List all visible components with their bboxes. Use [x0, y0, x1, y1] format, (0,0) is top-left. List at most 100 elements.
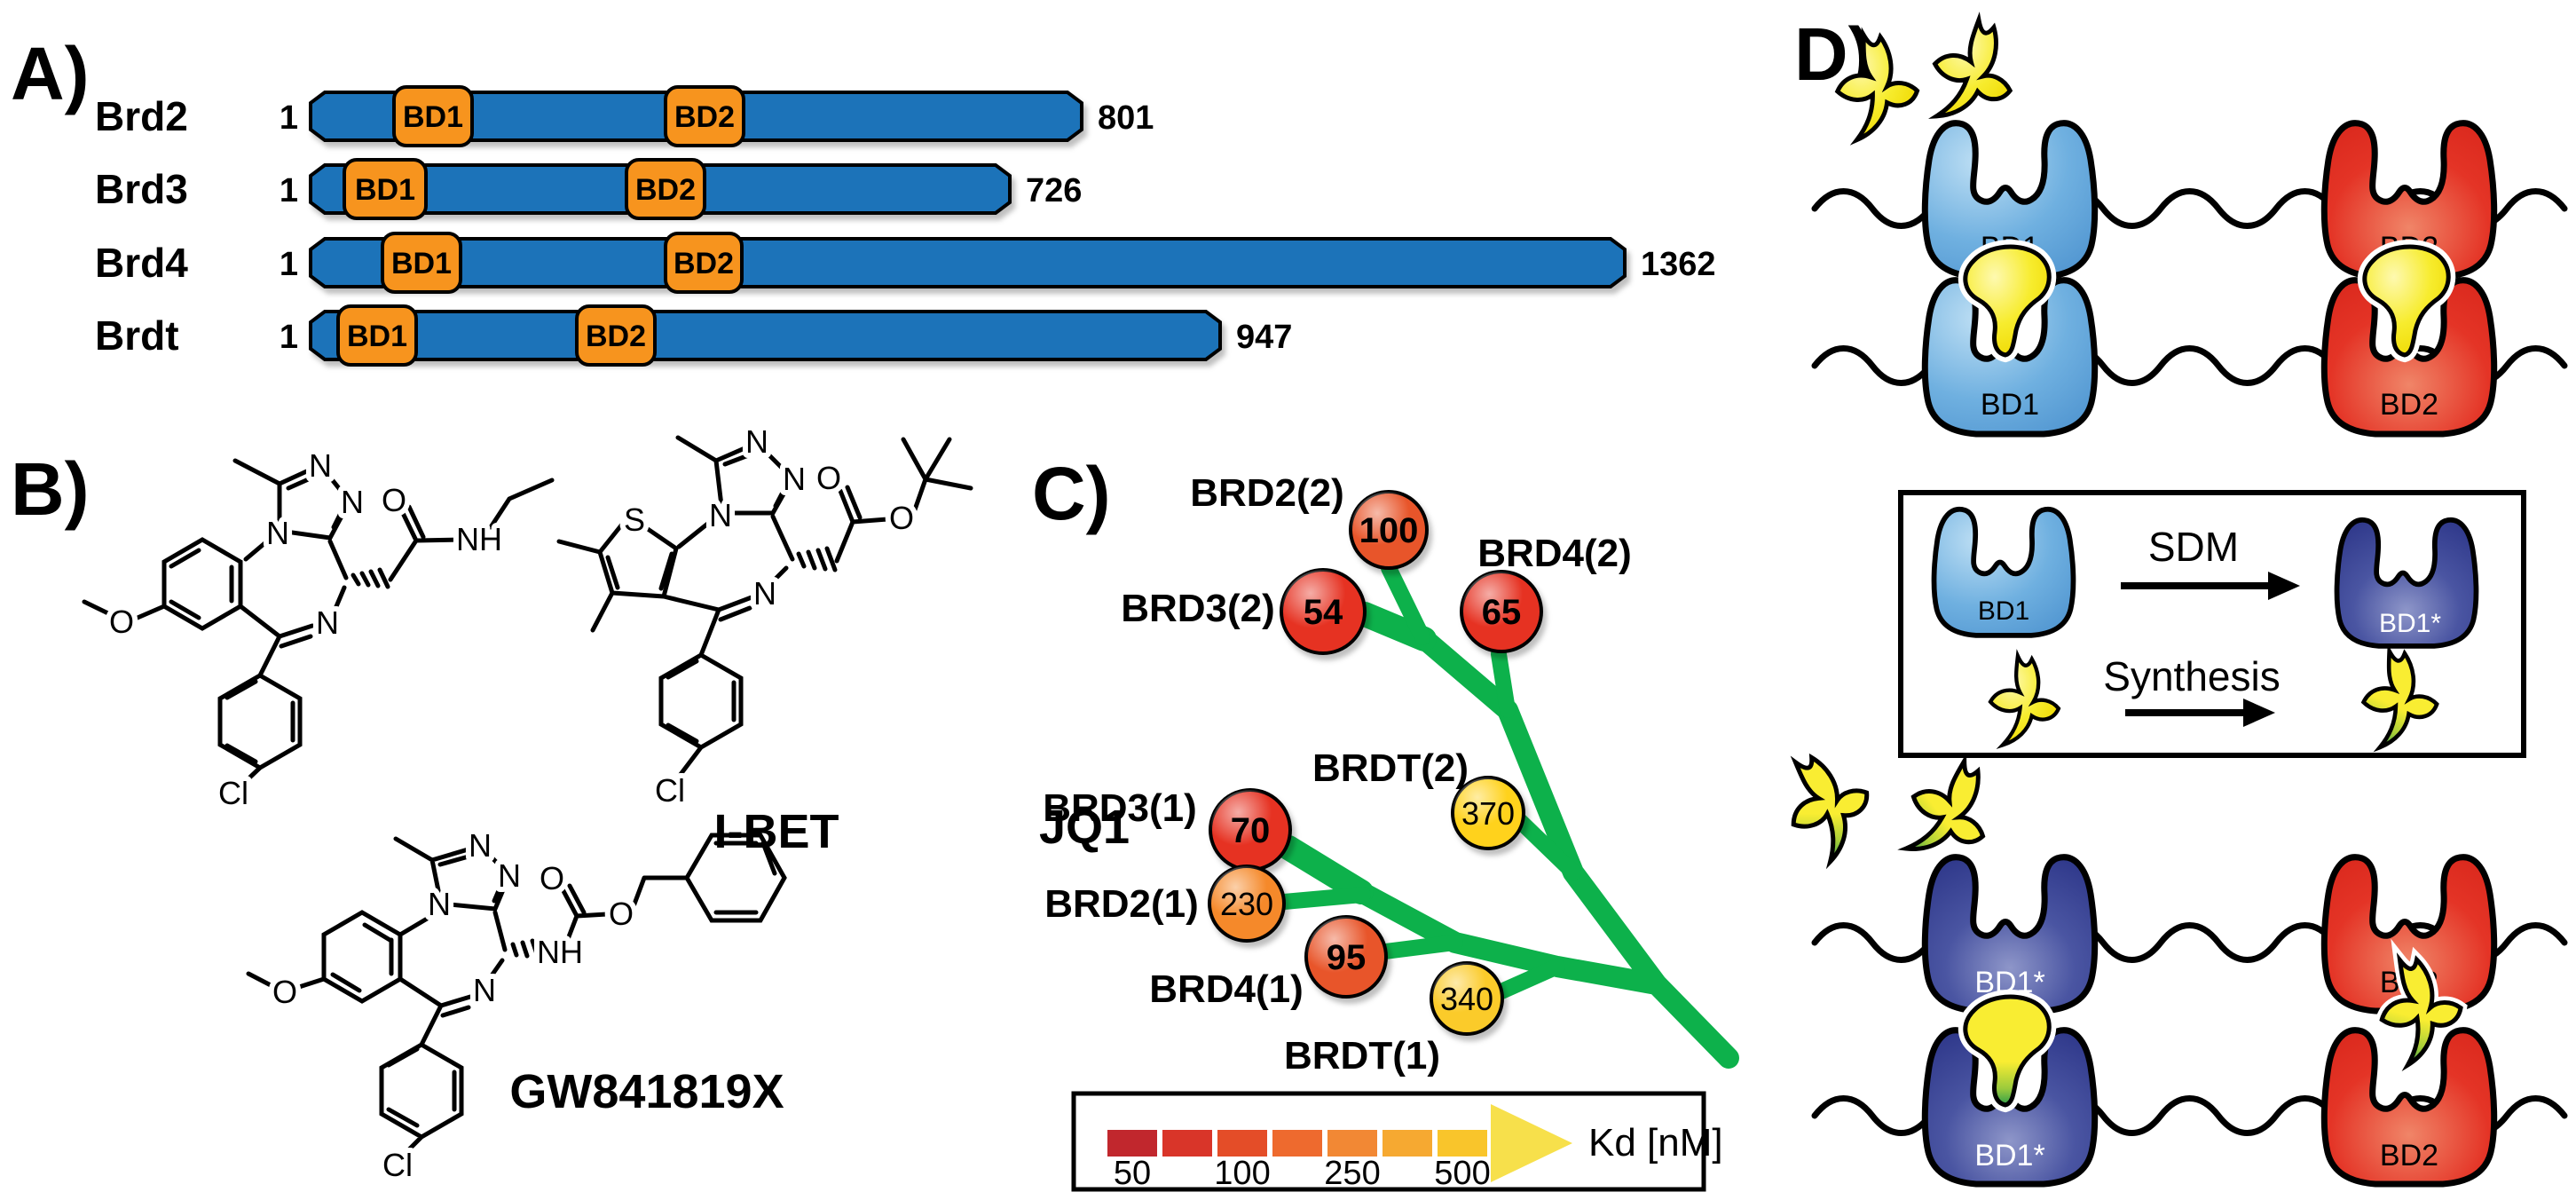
- panel-c-letter: C): [1032, 452, 1111, 535]
- protein-row-brd2: Brd2 1 BD1 BD2 801: [95, 85, 1154, 147]
- atom-label: N: [341, 484, 364, 520]
- bd2-domain-label: BD2: [674, 100, 735, 134]
- node-label: BRD3(1): [1043, 786, 1197, 830]
- atom-label: NH: [537, 934, 583, 970]
- atom-label: O: [889, 500, 914, 536]
- bound-ligand-icon: [1965, 247, 2049, 355]
- bd2-label: BD2: [2380, 388, 2438, 422]
- node-label: BRD3(2): [1121, 587, 1275, 630]
- bd2-domain-box: [625, 158, 706, 220]
- legend-axis-label: Kd [nM]: [1588, 1121, 1723, 1164]
- atom-label: O: [540, 860, 564, 896]
- row-apo-domains: BD1 BD2: [1811, 123, 2568, 277]
- panel-a-letter: A): [11, 32, 90, 115]
- legend-tick: 250: [1324, 1155, 1380, 1192]
- atom-label: N: [745, 423, 768, 460]
- bound-modified-ligand-icon: [1965, 997, 2049, 1105]
- bd2-domain-box: [575, 304, 657, 367]
- molecule-gw841819x: N N N N O O NH O Cl GW841819X: [246, 822, 787, 1188]
- ibet-bonds: [82, 458, 555, 786]
- bd1-domain-label: BD1: [391, 247, 452, 280]
- node-label: BRD4(2): [1477, 532, 1632, 575]
- ligand-icon: [1927, 15, 2019, 126]
- panel-b: B) N N N N O NH O Cl I-BET N N N N S O O…: [11, 418, 1130, 1188]
- node-label: BRD4(1): [1149, 967, 1304, 1011]
- protein-name: Brdt: [95, 312, 179, 359]
- kd-value: 340: [1440, 981, 1493, 1017]
- bd1-domain-box: [392, 85, 474, 147]
- atom-label: Cl: [382, 1147, 413, 1183]
- legend-arrow-icon: [1491, 1104, 1572, 1182]
- atom-label: O: [816, 460, 841, 496]
- legend-segment: [1438, 1130, 1487, 1157]
- end-residue: 1362: [1641, 246, 1716, 283]
- bd1-domain-label: BD1: [355, 173, 415, 207]
- bd1-domain-box: [381, 232, 462, 294]
- kd-value: 54: [1304, 593, 1343, 632]
- kd-legend: 50 100 250 500 Kd [nM]: [1071, 1091, 1723, 1192]
- tree-node-brd3-1: BRD3(1) 70: [1043, 786, 1292, 872]
- start-residue: 1: [280, 319, 298, 356]
- engineering-box: BD1 SDM BD1* Synthesis: [1898, 490, 2526, 758]
- sdm-label: SDM: [2148, 524, 2239, 570]
- bd1-domain-box: [336, 304, 418, 367]
- synthesis-label: Synthesis: [2103, 653, 2280, 699]
- tree-node-brd2-1: BRD2(1) 230: [1044, 864, 1286, 943]
- node-label: BRDT(1): [1284, 1034, 1440, 1078]
- legend-segment: [1327, 1130, 1377, 1157]
- tree-node-brd3-2: BRD3(2) 54: [1121, 568, 1367, 655]
- legend-segment: [1217, 1130, 1267, 1157]
- legend-tick: 50: [1114, 1155, 1151, 1192]
- atom-label: N: [473, 972, 496, 1008]
- protein-name: Brd4: [95, 240, 188, 286]
- kd-value: 65: [1482, 593, 1522, 632]
- sdm-arrow-head: [2268, 572, 2300, 600]
- legend-segment: [1272, 1130, 1322, 1157]
- panel-b-letter: B): [11, 447, 90, 531]
- tree-node-brdt-2: BRDT(2) 370: [1312, 746, 1525, 850]
- gw-bonds: [246, 833, 787, 1154]
- jq1-bonds: [556, 435, 973, 779]
- node-label: BRD2(1): [1044, 882, 1199, 926]
- atom-label: N: [783, 461, 806, 497]
- bd2-domain-label: BD2: [674, 247, 734, 280]
- kd-circle-shine: [1351, 492, 1427, 568]
- end-residue: 947: [1236, 319, 1292, 356]
- tree-node-brd4-1: BRD4(1) 95: [1149, 915, 1388, 1011]
- bound-ligand-icon: [2365, 247, 2448, 355]
- bd1-label: BD1: [1981, 388, 2039, 422]
- atom-label: Cl: [218, 775, 248, 811]
- tree-node-brdt-1: BRDT(1) 340: [1284, 961, 1504, 1078]
- atom-label: N: [469, 827, 492, 864]
- modified-ligand-icon: [1765, 738, 1887, 866]
- atom-label: N: [309, 447, 332, 484]
- atom-label: N: [753, 575, 776, 612]
- bd1-mutant-label: BD1*: [1974, 1139, 2044, 1172]
- panel-c: C) BRD2(2) 100 BRD3(2) 54 BRD4(2) 65 BRD…: [1032, 452, 1739, 1192]
- kd-circle-shine: [1431, 963, 1502, 1034]
- legend-segment: [1383, 1130, 1432, 1157]
- kd-circle-shine: [1281, 570, 1365, 653]
- bd2-domain-label: BD2: [586, 320, 646, 353]
- atom-label: O: [272, 974, 297, 1010]
- start-residue: 1: [280, 172, 298, 209]
- bd2-domain-box: [664, 232, 744, 294]
- start-residue: 1: [280, 246, 298, 283]
- bd2-domain-label: BD2: [635, 173, 696, 207]
- atom-label: Cl: [655, 772, 685, 809]
- bd2-domain-box: [664, 85, 745, 147]
- legend-segment: [1162, 1130, 1212, 1157]
- molecule-jq1: N N N N S O O Cl JQ1: [556, 418, 1130, 854]
- molecule-name: I-BET: [714, 805, 839, 858]
- bd2-label: BD2: [2380, 1139, 2438, 1172]
- kd-value: 100: [1359, 511, 1419, 550]
- panel-d: D) BD1 BD2 BD1 BD2: [1765, 12, 2568, 1184]
- panel-a: A) Brd2 1 BD1 BD2 801 Brd3 1 BD1 BD2 726…: [11, 32, 1716, 367]
- row-bound-domains: BD1 BD2: [1811, 247, 2568, 434]
- protein-row-brd4: Brd4 1 BD1 BD2 1362: [95, 232, 1716, 294]
- node-label: BRD2(2): [1190, 471, 1344, 515]
- legend-tick: 500: [1434, 1155, 1490, 1192]
- protein-row-brd3: Brd3 1 BD1 BD2 726: [95, 158, 1082, 220]
